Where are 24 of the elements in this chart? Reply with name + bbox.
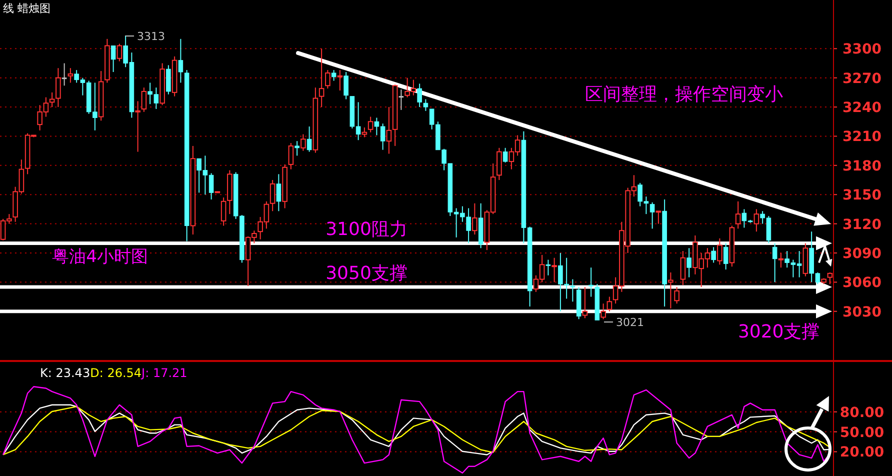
y-tick-label: 50.00 — [840, 424, 884, 441]
y-tick-label: 3180 — [842, 158, 882, 174]
y-tick-label: 3030 — [842, 304, 882, 320]
y-tick-label: 3120 — [842, 216, 882, 233]
y-tick-label: 3300 — [842, 42, 882, 58]
legend-label: 3020支撑 — [738, 321, 820, 342]
y-tick-label: 3270 — [842, 70, 882, 87]
ref-line-label: 3050支撑 — [326, 263, 408, 284]
y-tick-label: 3060 — [842, 275, 882, 292]
y-tick-label: 3090 — [842, 246, 882, 262]
chart-title: 线 蜡烛图 — [3, 2, 50, 15]
text: D: 26.54 — [90, 366, 142, 380]
y-tick-label: 20.00 — [840, 444, 884, 461]
y-tick-label: 3210 — [842, 129, 882, 146]
ref-line-label: 3100阻力 — [326, 219, 408, 240]
y-tick-label: 3150 — [842, 188, 882, 204]
annotation: 3021 — [616, 316, 644, 329]
annotation: 3313 — [137, 30, 165, 43]
y-tick-label: 80.00 — [840, 404, 884, 421]
annotation: 粤油4小时图 — [52, 247, 148, 267]
text: K: 23.43 — [40, 366, 90, 380]
text: J: 17.21 — [140, 366, 188, 380]
y-tick-label: 3240 — [842, 100, 882, 116]
annotation: 区间整理，操作空间变小 — [585, 84, 783, 105]
